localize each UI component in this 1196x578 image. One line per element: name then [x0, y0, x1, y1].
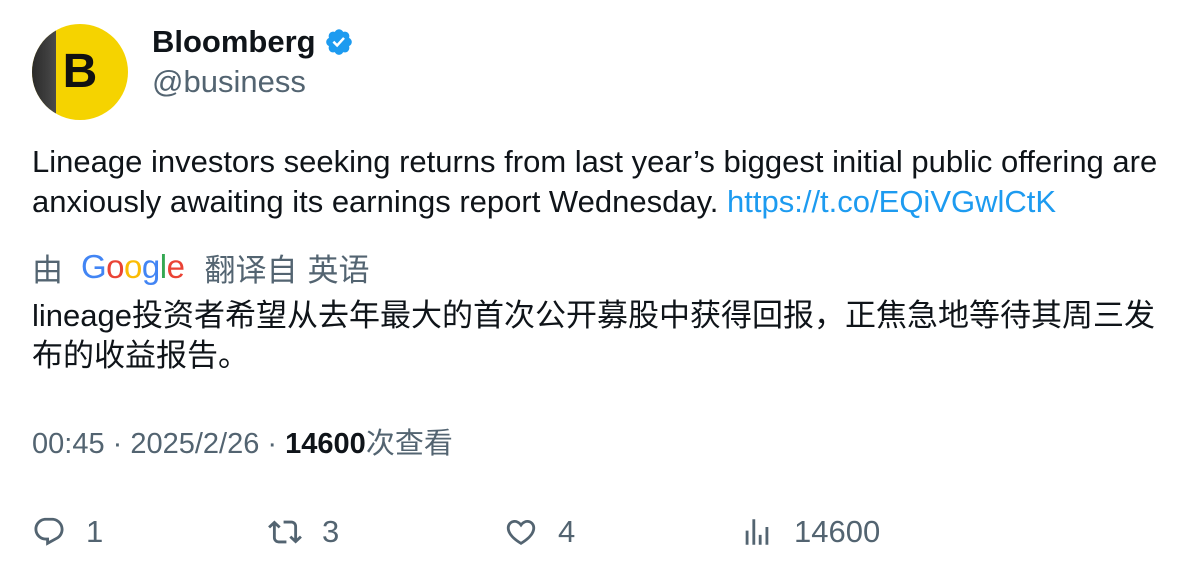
tweet-body: Lineage investors seeking returns from l… [32, 144, 1158, 219]
meta-separator: · [259, 428, 286, 460]
like-button[interactable]: 4 [504, 510, 575, 554]
views-action-count: 14600 [794, 514, 881, 549]
verified-badge-icon[interactable] [324, 27, 354, 57]
retweet-count: 3 [322, 514, 340, 549]
tweet-link[interactable]: https://t.co/EQiVGwlCtK [727, 184, 1057, 219]
tweet-time[interactable]: 00:45 [32, 428, 105, 460]
handle[interactable]: @business [152, 64, 306, 99]
reply-count: 1 [86, 514, 104, 549]
translation-language: 英语 [307, 252, 370, 288]
reply-icon [34, 517, 64, 546]
reply-button[interactable]: 1 [32, 510, 103, 554]
tweet-date[interactable]: 2025/2/26 [130, 428, 260, 460]
tweet-text: Lineage investors seeking returns from l… [32, 142, 1172, 222]
views-label: 次查看 [365, 428, 453, 460]
display-name-row: Bloomberg [152, 22, 354, 62]
tweet-meta: 00:45 · 2025/2/26 · 14600次查看 [32, 424, 453, 464]
display-name[interactable]: Bloomberg [152, 24, 316, 59]
like-count: 4 [558, 514, 576, 549]
meta-separator: · [104, 428, 131, 460]
heart-icon [506, 519, 536, 545]
retweet-button[interactable]: 3 [268, 510, 339, 554]
avatar-logo-letter: B [62, 45, 98, 98]
avatar[interactable]: B [32, 24, 128, 120]
avatar-dark-band [32, 24, 56, 120]
action-bar: 1 3 4 14600 [0, 510, 1196, 554]
views-chart-icon [745, 519, 769, 545]
author-info: Bloomberg @business [152, 22, 354, 102]
views-count: 14600 [285, 428, 366, 460]
translation-by-label: 由 [32, 252, 63, 288]
retweet-icon [268, 520, 302, 544]
views-button[interactable]: 14600 [740, 510, 880, 554]
translation-from-label: 翻译自 [204, 252, 298, 288]
translated-text: lineage投资者希望从去年最大的首次公开募股中获得回报，正焦急地等待其周三发… [32, 298, 1155, 373]
